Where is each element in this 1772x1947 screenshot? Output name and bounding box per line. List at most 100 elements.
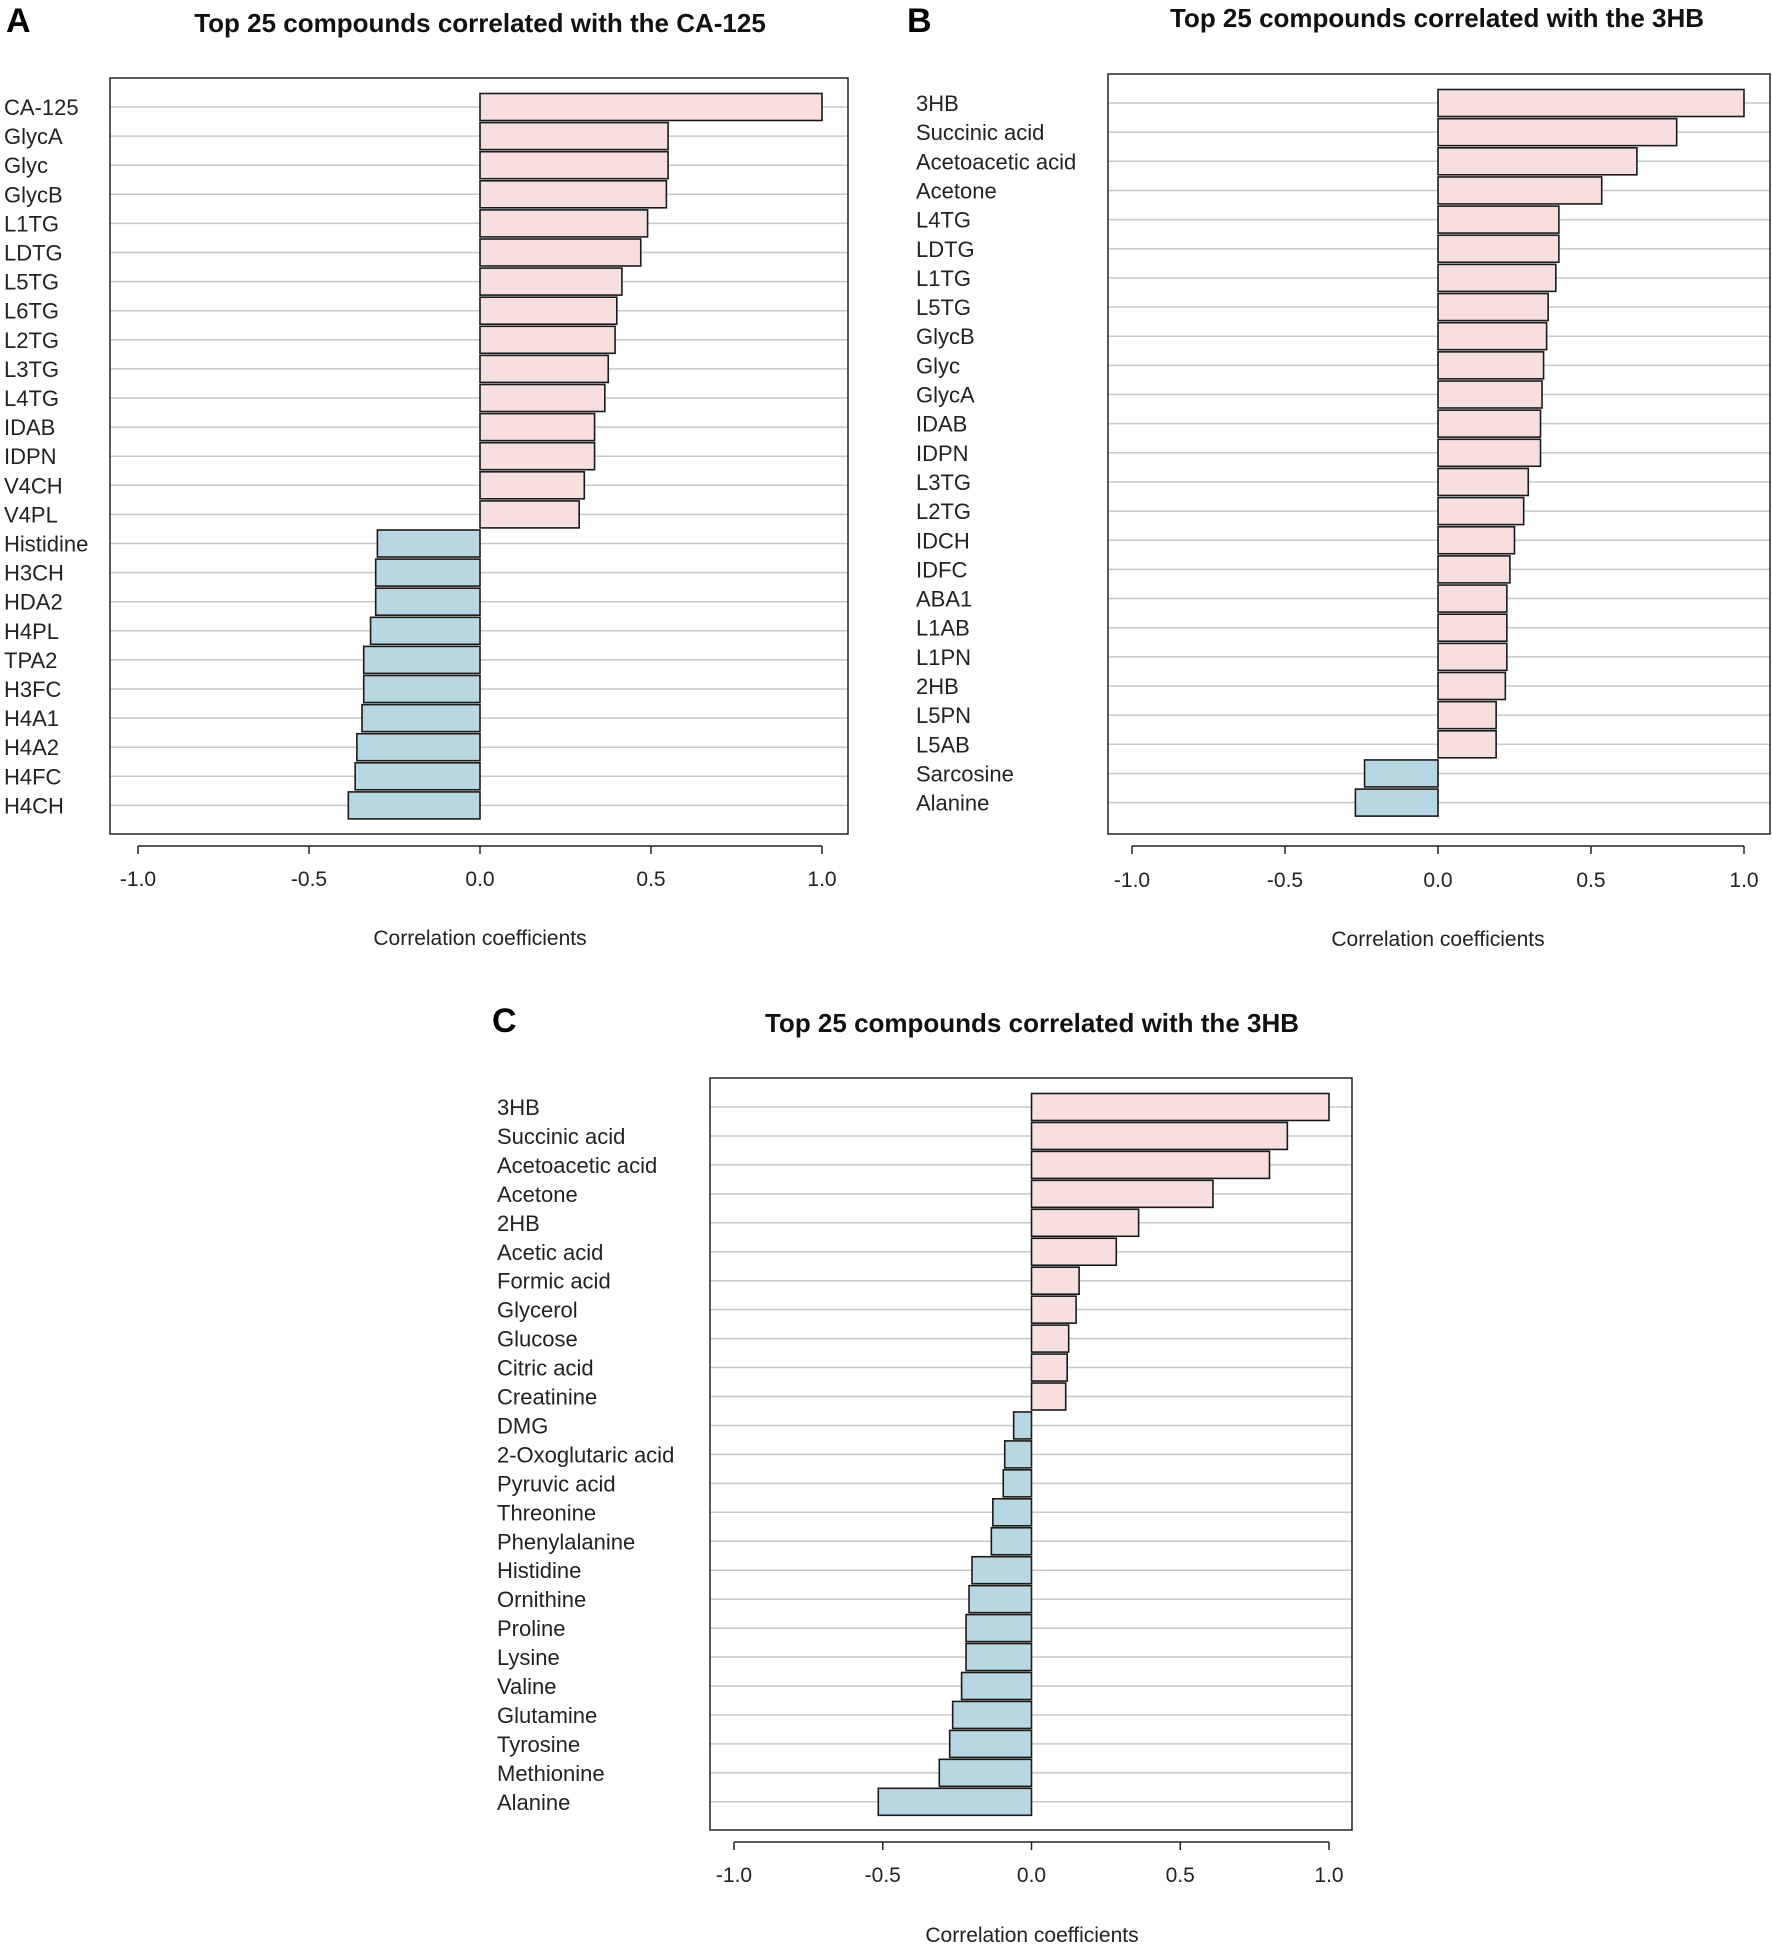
bar [1012, 1411, 1033, 1440]
category-label: Histidine [497, 1558, 581, 1583]
category-label: H4A2 [4, 735, 59, 760]
bar [1030, 1208, 1140, 1238]
bar [479, 383, 606, 413]
bar [1437, 263, 1557, 293]
bar [1437, 584, 1508, 613]
bar [1437, 671, 1507, 701]
category-label: Valine [497, 1674, 557, 1699]
bar [948, 1729, 1033, 1759]
category-label: H4A1 [4, 706, 59, 731]
bar [479, 470, 586, 500]
x-tick-label: -0.5 [291, 868, 327, 891]
plot-frame [709, 1077, 1353, 1831]
category-label: H4PL [4, 619, 59, 644]
bar [479, 121, 669, 151]
bar [354, 761, 481, 791]
category-label: Alanine [916, 791, 989, 816]
panel-c: C Top 25 compounds correlated with the 3… [492, 1002, 1353, 1947]
category-label: L4TG [4, 386, 59, 411]
bar [968, 1584, 1033, 1614]
bar [376, 529, 481, 558]
category-label: TPA2 [4, 648, 57, 673]
bar [479, 325, 616, 355]
bar [479, 500, 580, 529]
category-label: GlycA [916, 383, 975, 408]
bar [971, 1555, 1033, 1585]
x-tick-label: -1.0 [716, 1864, 752, 1887]
bar [992, 1498, 1033, 1527]
bar [1437, 321, 1548, 351]
category-label: IDPN [916, 441, 969, 466]
chart-title: Top 25 compounds correlated with the 3HB [765, 1008, 1299, 1038]
bar [1437, 409, 1542, 438]
category-label: ABA1 [916, 587, 972, 612]
bar [1437, 117, 1678, 147]
bar [1437, 613, 1508, 643]
category-label: Pyruvic acid [497, 1471, 616, 1496]
bar [965, 1642, 1033, 1672]
category-label: Acetoacetic acid [497, 1153, 657, 1178]
bar [1354, 788, 1439, 817]
category-label: V4CH [4, 473, 63, 498]
category-label: Threonine [497, 1500, 596, 1525]
category-label: LDTG [916, 237, 975, 262]
bar [479, 412, 596, 442]
panel-letter: C [492, 1002, 517, 1040]
bar [1437, 496, 1525, 526]
category-label: L5AB [916, 732, 970, 757]
category-label: Acetic acid [497, 1240, 603, 1265]
category-label: H4CH [4, 793, 64, 818]
category-label: L3TG [4, 357, 59, 382]
category-label: L1TG [4, 211, 59, 236]
bar [1030, 1382, 1067, 1411]
bar [1030, 1324, 1070, 1353]
bar [479, 92, 823, 122]
bar [1437, 292, 1549, 322]
bar [347, 791, 481, 820]
x-tick-label: 0.5 [1576, 869, 1605, 892]
bar [951, 1700, 1033, 1730]
x-tick-label: -0.5 [1267, 869, 1303, 892]
bar [361, 703, 481, 733]
category-label: GlycA [4, 124, 63, 149]
bar [1363, 759, 1439, 788]
bar [479, 296, 618, 326]
category-label: H3FC [4, 677, 62, 702]
category-label: Glutamine [497, 1703, 597, 1728]
category-label: Glycerol [497, 1298, 578, 1323]
panel-a: A Top 25 compounds correlated with the C… [4, 2, 849, 950]
category-label: 2-Oxoglutaric acid [497, 1442, 674, 1467]
x-tick-label: 1.0 [807, 868, 836, 891]
x-axis-title: Correlation coefficients [1331, 928, 1544, 951]
category-label: L1PN [916, 645, 971, 670]
category-label: IDFC [916, 557, 967, 582]
bar [1437, 88, 1745, 118]
category-label: L2TG [916, 499, 971, 524]
x-tick-label: -1.0 [120, 868, 156, 891]
bar [1030, 1179, 1214, 1209]
category-label: L4TG [916, 208, 971, 233]
category-label: L2TG [4, 328, 59, 353]
bar [1030, 1150, 1271, 1180]
bar [356, 732, 481, 762]
category-label: 2HB [916, 674, 959, 699]
bar [1437, 147, 1638, 176]
bar [1437, 438, 1542, 468]
bar [1030, 1121, 1289, 1151]
bar [369, 616, 481, 646]
category-label: Phenylalanine [497, 1529, 635, 1554]
category-label: IDPN [4, 444, 57, 469]
category-label: L5PN [916, 703, 971, 728]
bar [479, 354, 610, 384]
bar [479, 441, 596, 471]
category-label: DMG [497, 1413, 548, 1438]
category-label: L5TG [4, 270, 59, 295]
plot-frame [109, 77, 849, 835]
bar [362, 674, 481, 704]
bar [1030, 1092, 1330, 1122]
bar [1030, 1266, 1080, 1295]
bar [479, 238, 642, 267]
category-label: Glyc [4, 153, 48, 178]
category-label: Citric acid [497, 1356, 594, 1381]
x-tick-label: -1.0 [1114, 869, 1150, 892]
